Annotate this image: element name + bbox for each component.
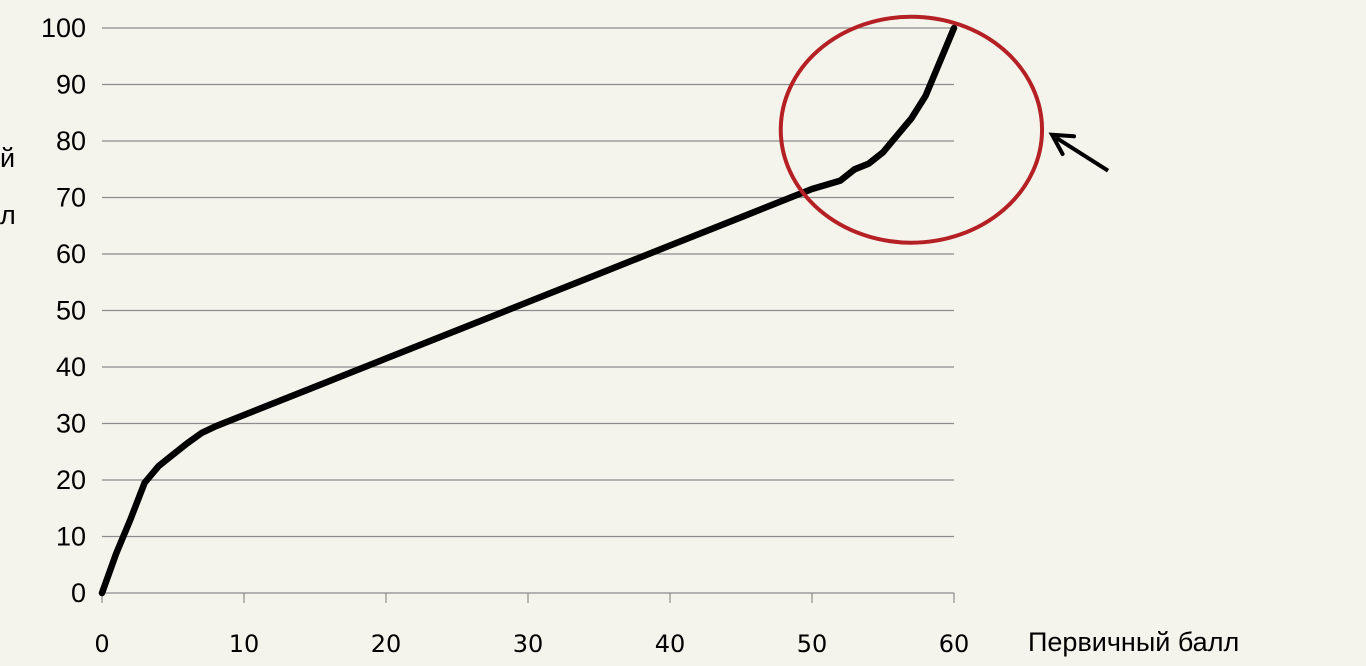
y-tick-label-60: 60 [56,239,86,269]
y-axis-label-fragment-2: л [0,200,16,230]
x-tick-label-0: 0 [94,630,109,658]
y-tick-label-80: 80 [56,126,86,156]
annotation-arrow-head [1048,132,1076,156]
y-tick-label-70: 70 [56,183,86,213]
x-axis [101,592,955,603]
y-tick-label-20: 20 [56,465,86,495]
x-tick-label-40: 40 [655,630,686,658]
x-tick-label-20: 20 [371,630,402,658]
y-axis-label-fragment-1: й [0,143,15,173]
x-tick-labels: 0 10 20 30 40 50 60 [94,630,969,658]
x-axis-label: Первичный балл [1028,627,1239,657]
y-tick-label-10: 10 [56,522,86,552]
annotation-arrow-shaft [1054,136,1110,173]
y-tick-label-30: 30 [56,409,86,439]
series-group [98,24,958,597]
y-tick-label-40: 40 [56,352,86,382]
x-tick-label-60: 60 [939,630,970,658]
x-tick-label-10: 10 [229,630,260,658]
y-tick-label-90: 90 [56,70,86,100]
x-tick-label-50: 50 [797,630,828,658]
x-tick-label-30: 30 [513,630,544,658]
y-tick-label-100: 100 [41,13,86,43]
y-tick-labels: 0 10 20 30 40 50 60 70 80 90 100 [41,13,86,608]
grid-lines [102,27,954,538]
y-tick-label-0: 0 [71,578,86,608]
series-line-0 [98,24,958,597]
highlight-ellipse [778,14,1045,245]
annotations [778,14,1110,245]
y-tick-label-50: 50 [56,296,86,326]
